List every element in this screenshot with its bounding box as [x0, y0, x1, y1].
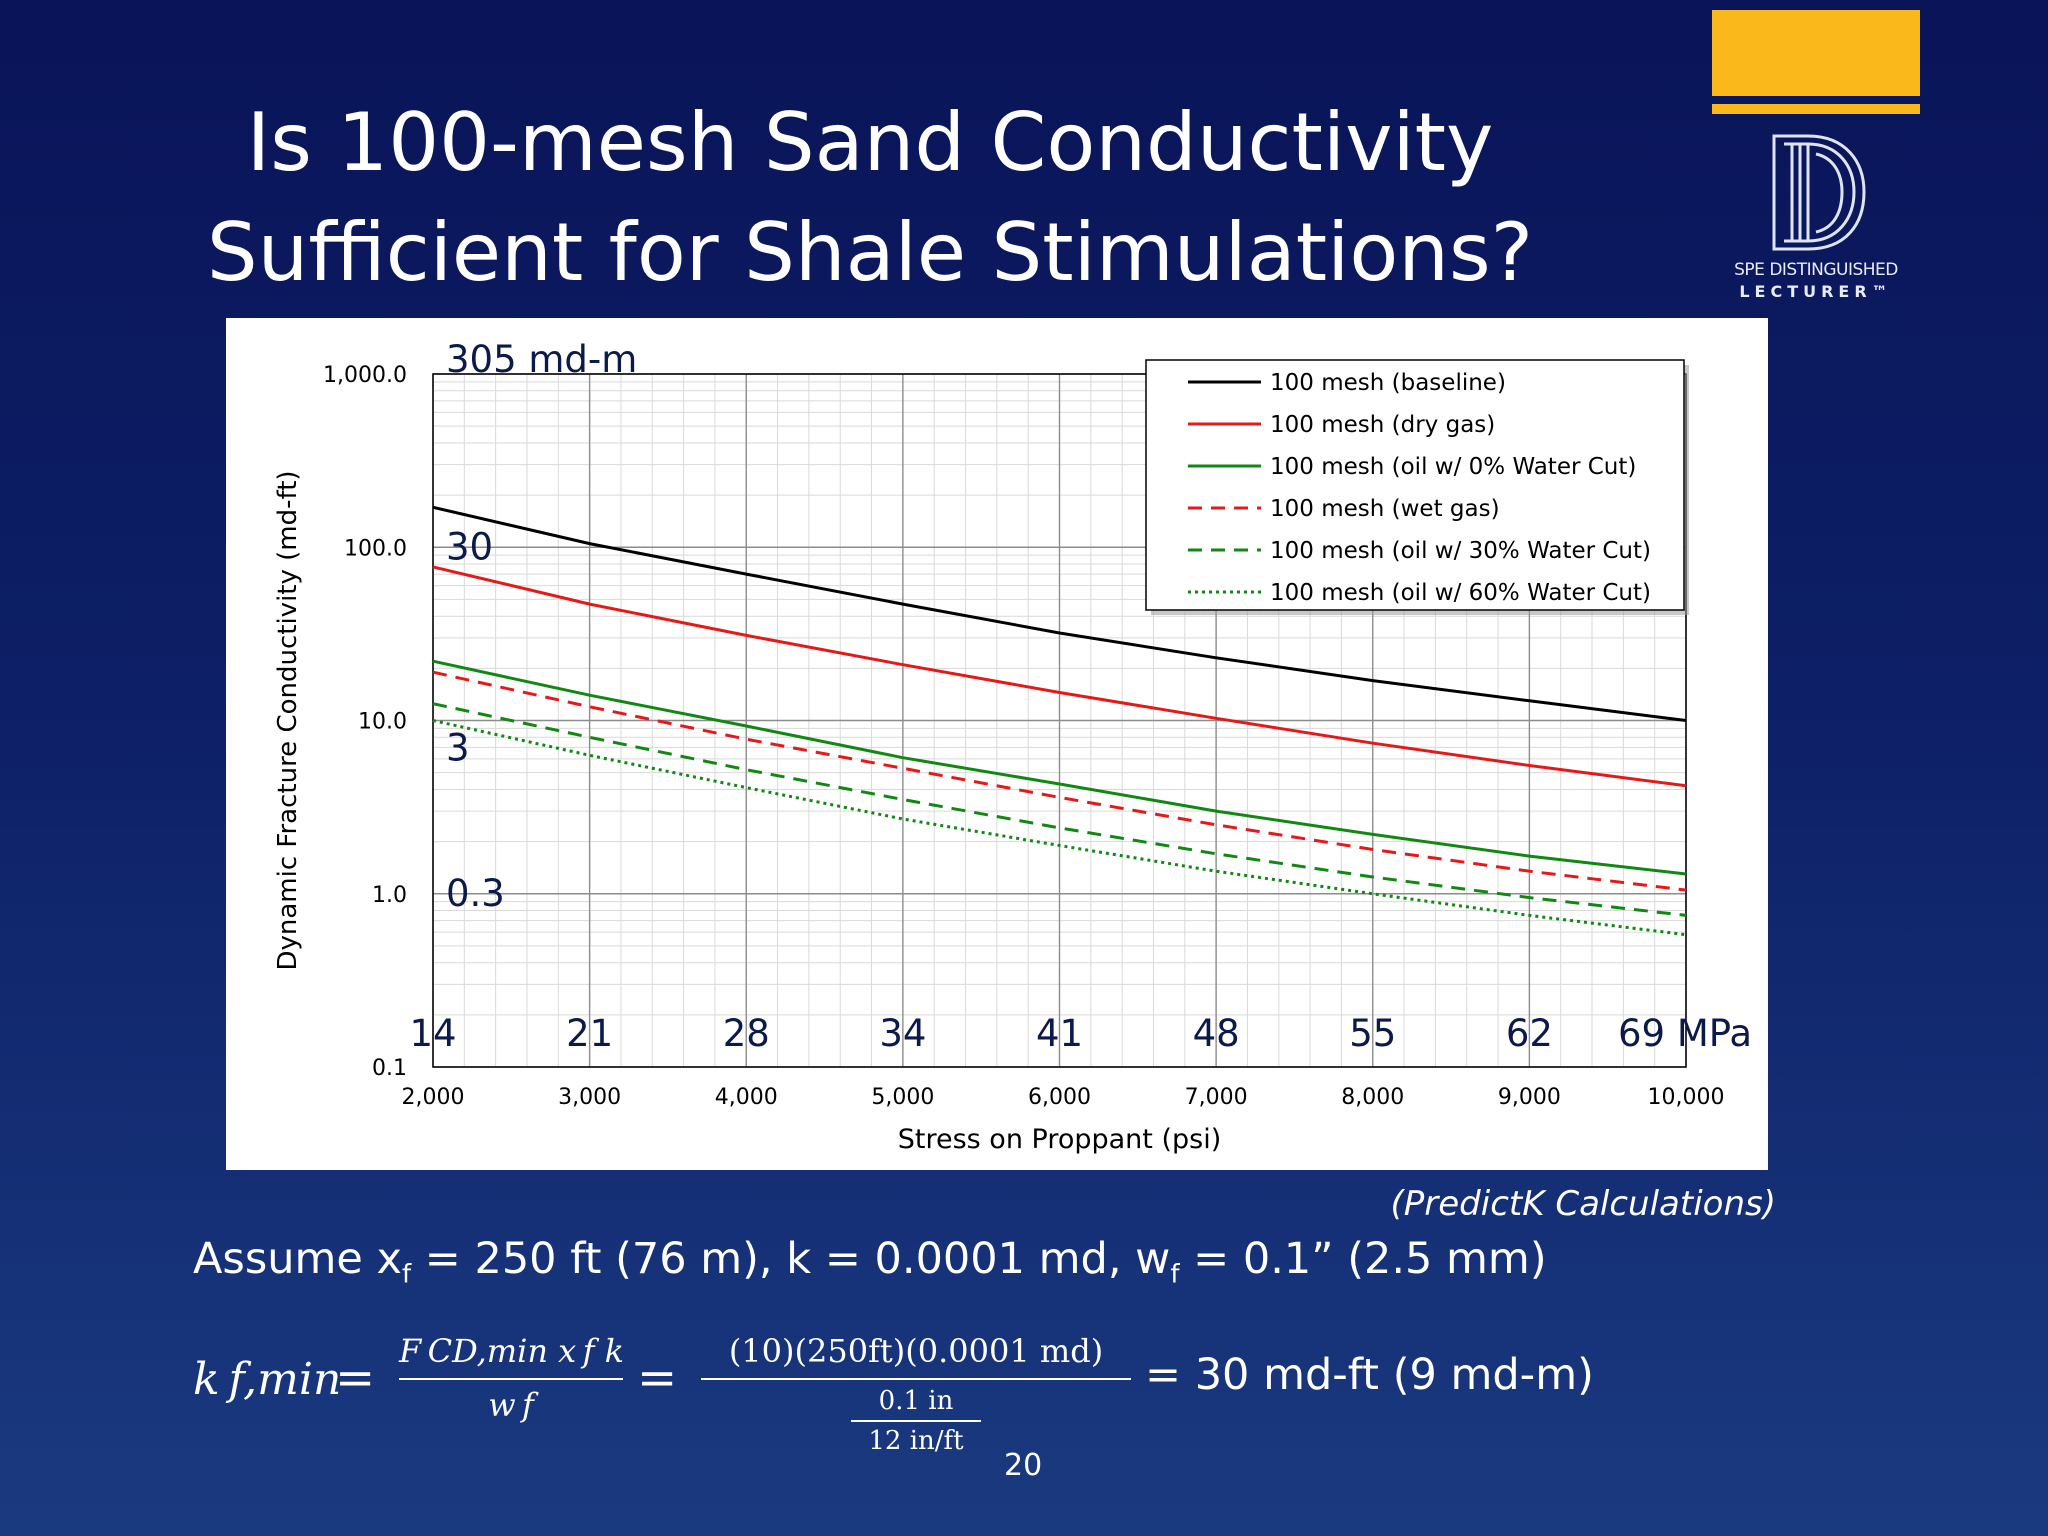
x-tick-label: 4,000 [715, 1085, 778, 1110]
fraction-2-denominator-bottom: 12 in/ft [868, 1426, 964, 1456]
logo-gold-stripe [1712, 104, 1920, 114]
x-tick-label: 3,000 [558, 1085, 621, 1110]
y-tick-label: 1.0 [372, 883, 407, 908]
md-m-annotation: 305 md-m [446, 338, 637, 381]
series-line-3 [432, 659, 1687, 876]
y-tick-label: 100.0 [344, 536, 407, 561]
x-tick-label: 6,000 [1028, 1085, 1091, 1110]
mpa-annotation: 14 [409, 1012, 456, 1055]
mpa-annotation: 69 MPa [1618, 1012, 1752, 1055]
md-m-annotation: 30 [446, 525, 493, 568]
mpa-annotation: 62 [1506, 1012, 1553, 1055]
mpa-annotation: 41 [1036, 1012, 1083, 1055]
x-axis-title: Stress on Proppant (psi) [898, 1124, 1222, 1155]
logo-text-lecturer: LECTURER™ [1739, 282, 1893, 301]
x-tick-labels: 2,000 3,000 4,000 5,000 6,000 7,000 8,000 9,000… [402, 1085, 1725, 1110]
chart-panel: 0.1 1.0 10.0 100.0 1,000.0 2,000 3,000 4,000 5,… [226, 318, 1768, 1170]
conductivity-chart: 0.1 1.0 10.0 100.0 1,000.0 2,000 3,000 4,000 5,… [273, 338, 1752, 1155]
assume-text-1: Assume x [193, 1234, 402, 1284]
slide-title: Is 100-mesh Sand Conductivity Sufficient… [200, 88, 1540, 308]
md-m-annotations: 305 md-m 30 3 0.3 [446, 338, 637, 915]
legend-label-3: 100 mesh (oil w/ 0% Water Cut) [1270, 454, 1636, 480]
mpa-annotation: 34 [879, 1012, 926, 1055]
series-lines [432, 505, 1687, 937]
series-line-2 [432, 565, 1687, 788]
fraction-2-numerator: (10)(250ft)(0.0001 md) [701, 1332, 1131, 1380]
legend: 100 mesh (baseline) 100 mesh (dry gas) 100… [1145, 359, 1689, 615]
x-tick-label: 5,000 [871, 1085, 934, 1110]
page-number: 20 [1004, 1448, 1043, 1483]
legend-label-4: 100 mesh (wet gas) [1270, 496, 1500, 522]
assume-sub-f-1: f [401, 1259, 412, 1290]
y-tick-label: 10.0 [358, 710, 407, 735]
mpa-annotation: 28 [723, 1012, 770, 1055]
x-tick-label: 2,000 [402, 1085, 465, 1110]
conductivity-formula: k f,min = F CD,min x f k w f = (10)(250f… [193, 1326, 1613, 1476]
assume-sub-f-2: f [1170, 1259, 1180, 1290]
series-line-4 [432, 670, 1687, 892]
logo-d-emblem-icon [1772, 134, 1866, 251]
series-line-1 [432, 505, 1687, 722]
formula-lhs: k f,min [193, 1354, 342, 1405]
mpa-annotation: 55 [1349, 1012, 1396, 1055]
legend-label-2: 100 mesh (dry gas) [1270, 412, 1495, 438]
md-m-annotation: 0.3 [446, 872, 505, 915]
formula-equals-2: = [637, 1350, 678, 1406]
legend-box [1145, 359, 1685, 611]
formula-fraction-1: F CD,min x f k w f [399, 1332, 624, 1424]
title-line-1: Is 100-mesh Sand Conductivity [246, 96, 1494, 189]
mpa-annotation: 21 [566, 1012, 613, 1055]
logo-gold-bar [1712, 10, 1920, 96]
series-line-5 [432, 702, 1687, 917]
formula-equals-1: = [335, 1350, 376, 1406]
assume-text-3: = 0.1” (2.5 mm) [1179, 1234, 1547, 1284]
y-tick-labels: 0.1 1.0 10.0 100.0 1,000.0 [323, 363, 407, 1081]
fraction-2-denominator: 0.1 in 12 in/ft [851, 1386, 981, 1456]
legend-label-5: 100 mesh (oil w/ 30% Water Cut) [1270, 538, 1651, 564]
x-tick-label: 8,000 [1341, 1085, 1404, 1110]
logo-text-spe: SPE DISTINGUISHED [1734, 260, 1898, 280]
formula-result: = 30 md-ft (9 md-m) [1145, 1350, 1594, 1400]
y-tick-label: 1,000.0 [323, 363, 407, 388]
y-tick-label: 0.1 [372, 1056, 407, 1081]
title-line-2: Sufficient for Shale Stimulations? [206, 206, 1534, 299]
fraction-1-denominator: w f [488, 1386, 534, 1424]
mpa-annotations: 14 21 28 34 41 48 55 62 69 MPa [409, 1012, 1752, 1055]
assume-text-2: = 250 ft (76 m), k = 0.0001 md, w [411, 1234, 1171, 1284]
spe-distinguished-lecturer-logo: SPE DISTINGUISHED LECTURER™ [1712, 10, 1920, 301]
fraction-1-numerator: F CD,min x f k [399, 1332, 624, 1380]
series-line-6 [432, 719, 1687, 937]
legend-label-6: 100 mesh (oil w/ 60% Water Cut) [1270, 580, 1651, 606]
x-tick-label: 7,000 [1185, 1085, 1248, 1110]
md-m-annotation: 3 [446, 727, 470, 770]
legend-label-1: 100 mesh (baseline) [1270, 370, 1506, 396]
source-note: (PredictK Calculations) [1390, 1184, 1776, 1224]
x-tick-label: 9,000 [1498, 1085, 1561, 1110]
formula-fraction-2: (10)(250ft)(0.0001 md) 0.1 in 12 in/ft [701, 1332, 1131, 1456]
assumption-line: Assume xf = 250 ft (76 m), k = 0.0001 md… [193, 1234, 1547, 1290]
mpa-annotation: 48 [1193, 1012, 1240, 1055]
fraction-2-denominator-top: 0.1 in [851, 1386, 981, 1422]
y-axis-title: Dynamic Fracture Conductivity (md-ft) [273, 470, 303, 970]
x-tick-label: 10,000 [1648, 1085, 1725, 1110]
